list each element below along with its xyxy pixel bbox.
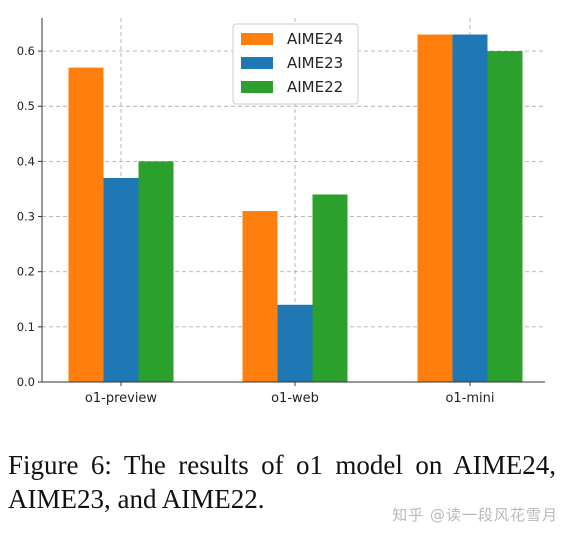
y-tick-label: 0.0 [17,375,35,389]
bar-aime24-o1-preview [68,67,104,383]
axes: 0.0 0.1 0.2 0.3 0.4 0.5 0.6 o1-preview o1-web o1-… [17,18,545,406]
y-tick-label: 0.5 [17,99,35,113]
y-tick-label: 0.6 [17,44,35,58]
bar-aime22-o1-web [312,194,348,382]
legend: AIME24 AIME23 AIME22 [232,23,359,105]
bar-aime24-o1-web [242,211,278,382]
y-tick-label: 0.3 [17,210,35,224]
y-tick-label: 0.4 [17,154,35,168]
bar-aime23-o1-mini [452,34,488,382]
x-tick-label: o1-web [271,391,319,406]
figure-caption: Figure 6: The results of o1 model on AIM… [8,450,556,514]
bar-chart: 0.0 0.1 0.2 0.3 0.4 0.5 0.6 o1-preview o1-web o1-… [17,18,545,406]
bar-aime23-o1-web [277,304,313,382]
bar-aime23-o1-preview [103,177,139,382]
legend-swatch-aime24 [241,33,273,45]
bar-aime24-o1-mini [417,34,453,382]
legend-label-aime24: AIME24 [287,30,343,48]
bar-aime22-o1-mini [487,51,523,382]
bars [68,34,523,383]
legend-swatch-aime23 [241,57,273,69]
x-tick-label: o1-preview [85,391,158,406]
y-tick-label: 0.2 [17,265,35,279]
x-tick-label: o1-mini [445,391,494,406]
legend-label-aime22: AIME22 [287,78,343,96]
legend-label-aime23: AIME23 [287,54,343,72]
y-tick-label: 0.1 [17,320,35,334]
bar-aime22-o1-preview [138,161,174,382]
legend-swatch-aime22 [241,81,273,93]
watermark-text: 知乎 @读一段风花雪月 [392,506,558,524]
